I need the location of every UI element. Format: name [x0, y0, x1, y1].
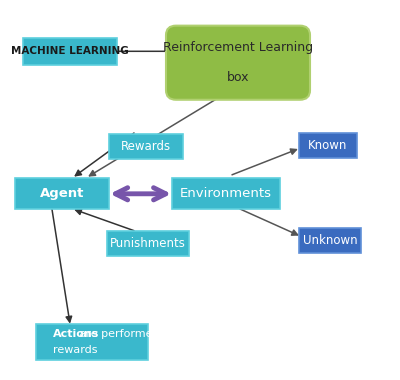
Text: MACHINE LEARNING: MACHINE LEARNING [11, 46, 129, 56]
Text: Actions: Actions [53, 329, 100, 339]
Text: Agent: Agent [40, 187, 84, 200]
Text: Punishments: Punishments [110, 237, 186, 250]
FancyBboxPatch shape [166, 26, 310, 100]
Text: Environments: Environments [180, 187, 272, 200]
Text: Unknown: Unknown [303, 234, 357, 247]
Text: Rewards: Rewards [121, 140, 171, 153]
FancyBboxPatch shape [36, 324, 148, 360]
Text: Known: Known [308, 139, 348, 152]
Text: are performed to maximize: are performed to maximize [76, 329, 232, 339]
Text: Reinforcement Learning

box: Reinforcement Learning box [163, 41, 313, 84]
FancyBboxPatch shape [109, 134, 183, 159]
FancyBboxPatch shape [23, 38, 117, 65]
FancyBboxPatch shape [299, 133, 357, 157]
Text: rewards: rewards [53, 345, 98, 355]
FancyBboxPatch shape [172, 178, 280, 209]
FancyBboxPatch shape [299, 228, 361, 252]
FancyBboxPatch shape [107, 231, 189, 255]
FancyBboxPatch shape [15, 178, 109, 209]
